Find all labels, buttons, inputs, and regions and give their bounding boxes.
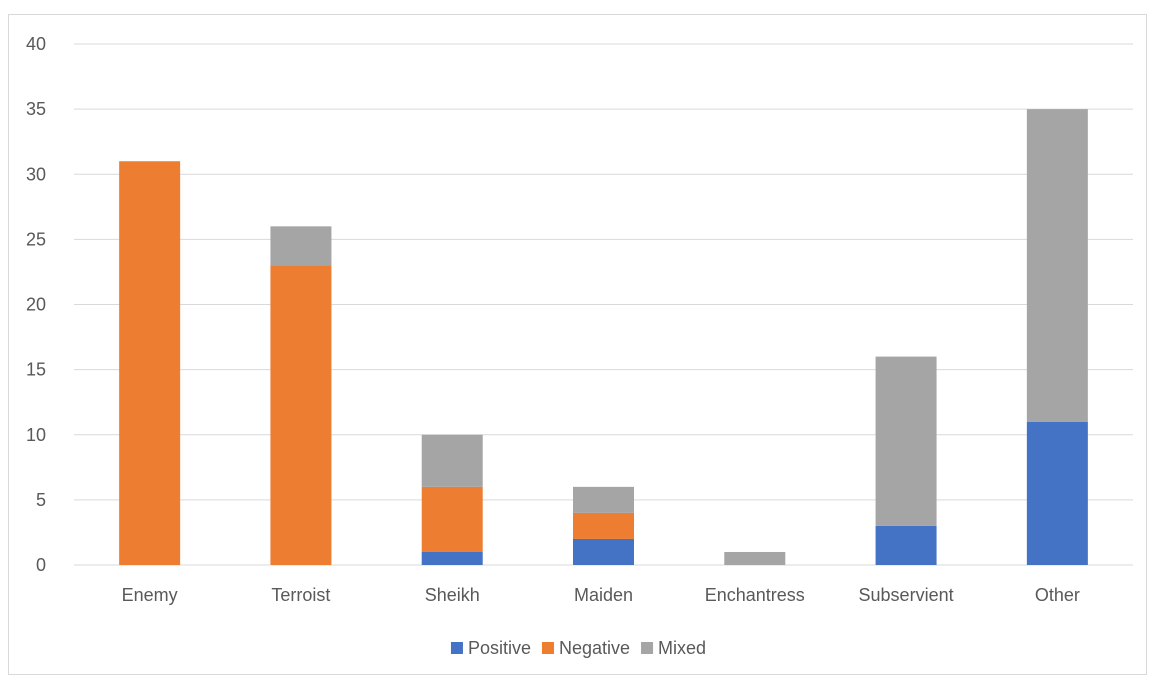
- y-tick-label: 40: [26, 34, 46, 54]
- bar-segment-mixed: [270, 226, 332, 266]
- y-tick-label: 10: [26, 425, 46, 445]
- x-tick-label: Enemy: [122, 585, 178, 605]
- legend-label-positive: Positive: [468, 638, 531, 658]
- x-tick-label: Subservient: [859, 585, 954, 605]
- bar-segment-negative: [573, 512, 634, 539]
- x-tick-label: Terroist: [271, 585, 330, 605]
- legend-swatch-negative: [541, 642, 554, 654]
- legend: Positive Negative Mixed: [450, 638, 706, 658]
- y-tick-label: 20: [26, 295, 46, 315]
- y-axis: 0 5 10 15 20 25 30 35 40: [26, 34, 46, 575]
- bar-segment-mixed: [573, 486, 634, 513]
- bar-segment-positive: [875, 525, 937, 565]
- bar-segment-mixed: [875, 356, 937, 526]
- x-tick-label: Maiden: [574, 585, 633, 605]
- legend-swatch-positive: [450, 642, 463, 654]
- y-tick-label: 15: [26, 360, 46, 380]
- bar-segment-positive: [573, 538, 634, 565]
- gridlines: [74, 43, 1133, 566]
- legend-label-mixed: Mixed: [658, 638, 706, 658]
- bar-segment-negative: [421, 486, 483, 552]
- bar-segment-positive: [421, 551, 483, 565]
- bar-segment-mixed: [1026, 109, 1088, 422]
- bar-segment-positive: [1026, 421, 1088, 565]
- y-tick-label: 5: [36, 490, 46, 510]
- y-tick-label: 0: [36, 555, 46, 575]
- x-tick-label: Other: [1035, 585, 1080, 605]
- x-axis: Enemy Terroist Sheikh Maiden Enchantress Subs…: [122, 585, 1080, 605]
- bar-segment-mixed: [724, 551, 786, 565]
- x-tick-label: Sheikh: [425, 585, 480, 605]
- bar-segment-mixed: [421, 434, 483, 487]
- legend-label-negative: Negative: [559, 638, 630, 658]
- bar-segment-negative: [119, 161, 181, 565]
- y-tick-label: 30: [26, 164, 46, 184]
- legend-swatch-mixed: [641, 642, 654, 654]
- bar-segment-negative: [270, 265, 332, 565]
- y-tick-label: 35: [26, 99, 46, 119]
- y-tick-label: 25: [26, 229, 46, 249]
- bars: [119, 109, 1088, 565]
- x-tick-label: Enchantress: [705, 585, 805, 605]
